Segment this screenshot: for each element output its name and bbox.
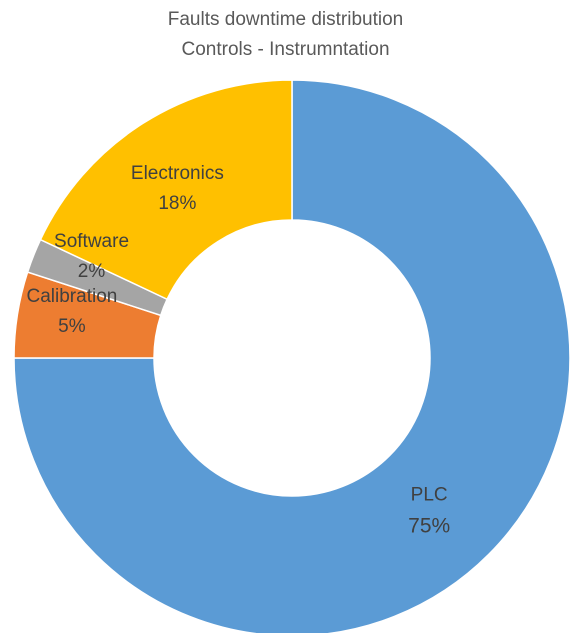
labels-group: PLC 75% Calibration 5% Software 2% Electronics… <box>27 163 451 537</box>
slice-label-electronics: Electronics <box>131 163 224 184</box>
chart-subtitle: Controls - Instrumntation <box>181 39 390 60</box>
slice-plc <box>13 79 571 633</box>
slice-value-electronics: 18% <box>158 193 196 214</box>
slice-value-plc: 75% <box>408 514 450 537</box>
slice-electronics <box>39 79 293 301</box>
slice-value-calibration: 5% <box>58 316 86 337</box>
chart-title: Faults downtime distribution <box>167 9 404 30</box>
slice-label-software: Software <box>54 231 129 252</box>
slices-group <box>13 79 571 633</box>
slice-label-calibration: Calibration <box>27 286 118 307</box>
slice-label-plc: PLC <box>411 484 448 505</box>
slice-value-software: 2% <box>78 261 106 282</box>
